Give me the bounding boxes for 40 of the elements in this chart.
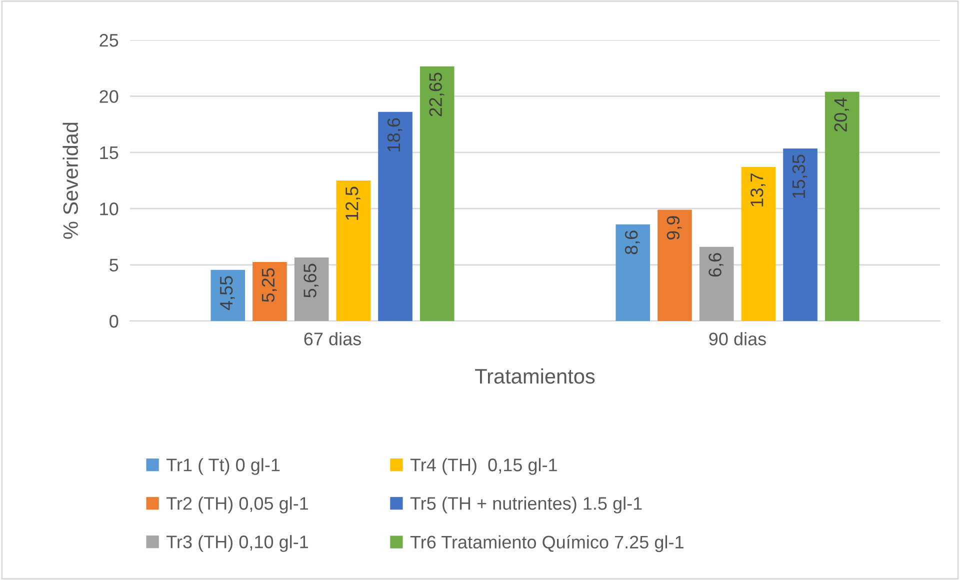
legend-label: Tr5 (TH + nutrientes) 1.5 gl-1 [410,496,642,514]
bar [699,246,734,321]
data-label: 5,25 [262,268,277,302]
data-label: 8,6 [624,230,640,254]
legend-label: Tr6 Tratamiento Químico 7.25 gl-1 [410,535,684,552]
data-label: 20,4 [834,98,850,132]
data-label: 9,9 [666,216,682,240]
bar [783,148,818,321]
bar [252,262,287,321]
data-label: 18,6 [387,118,402,152]
legend-label: Tr3 (TH) 0,10 gl-1 [166,535,308,552]
bar [741,167,776,321]
bar [658,210,692,321]
data-label: 12,5 [345,186,360,220]
x-tick-label: 67 dias [304,332,361,346]
x-axis-title: Tratamientos [475,368,595,384]
bar [824,92,860,321]
data-label: 6,6 [708,253,724,277]
bar [294,257,329,321]
legend-label: Tr1 ( Tt) 0 gl-1 [166,458,280,475]
bar [378,112,412,321]
y-tick-label: 15 [100,146,118,160]
bar [336,180,371,321]
bar [210,270,246,321]
y-axis-title: % Severidad [62,122,78,239]
bar [616,224,650,321]
data-label: 13,7 [750,173,766,206]
y-tick-label: 0 [110,314,118,328]
bar [420,66,454,321]
data-label: 4,55 [220,276,235,310]
data-label: 15,35 [792,154,808,198]
data-label: 5,65 [304,264,319,298]
y-tick-label: 5 [110,258,118,272]
legend-label: Tr2 (TH) 0,05 gl-1 [166,496,308,514]
data-label: 22,65 [429,72,444,116]
y-tick-label: 25 [100,34,118,47]
y-tick-label: 10 [100,202,118,216]
x-tick-label: 90 dias [709,332,766,346]
legend-label: Tr4 (TH) 0,15 gl-1 [410,458,557,475]
y-tick-label: 20 [100,90,118,103]
